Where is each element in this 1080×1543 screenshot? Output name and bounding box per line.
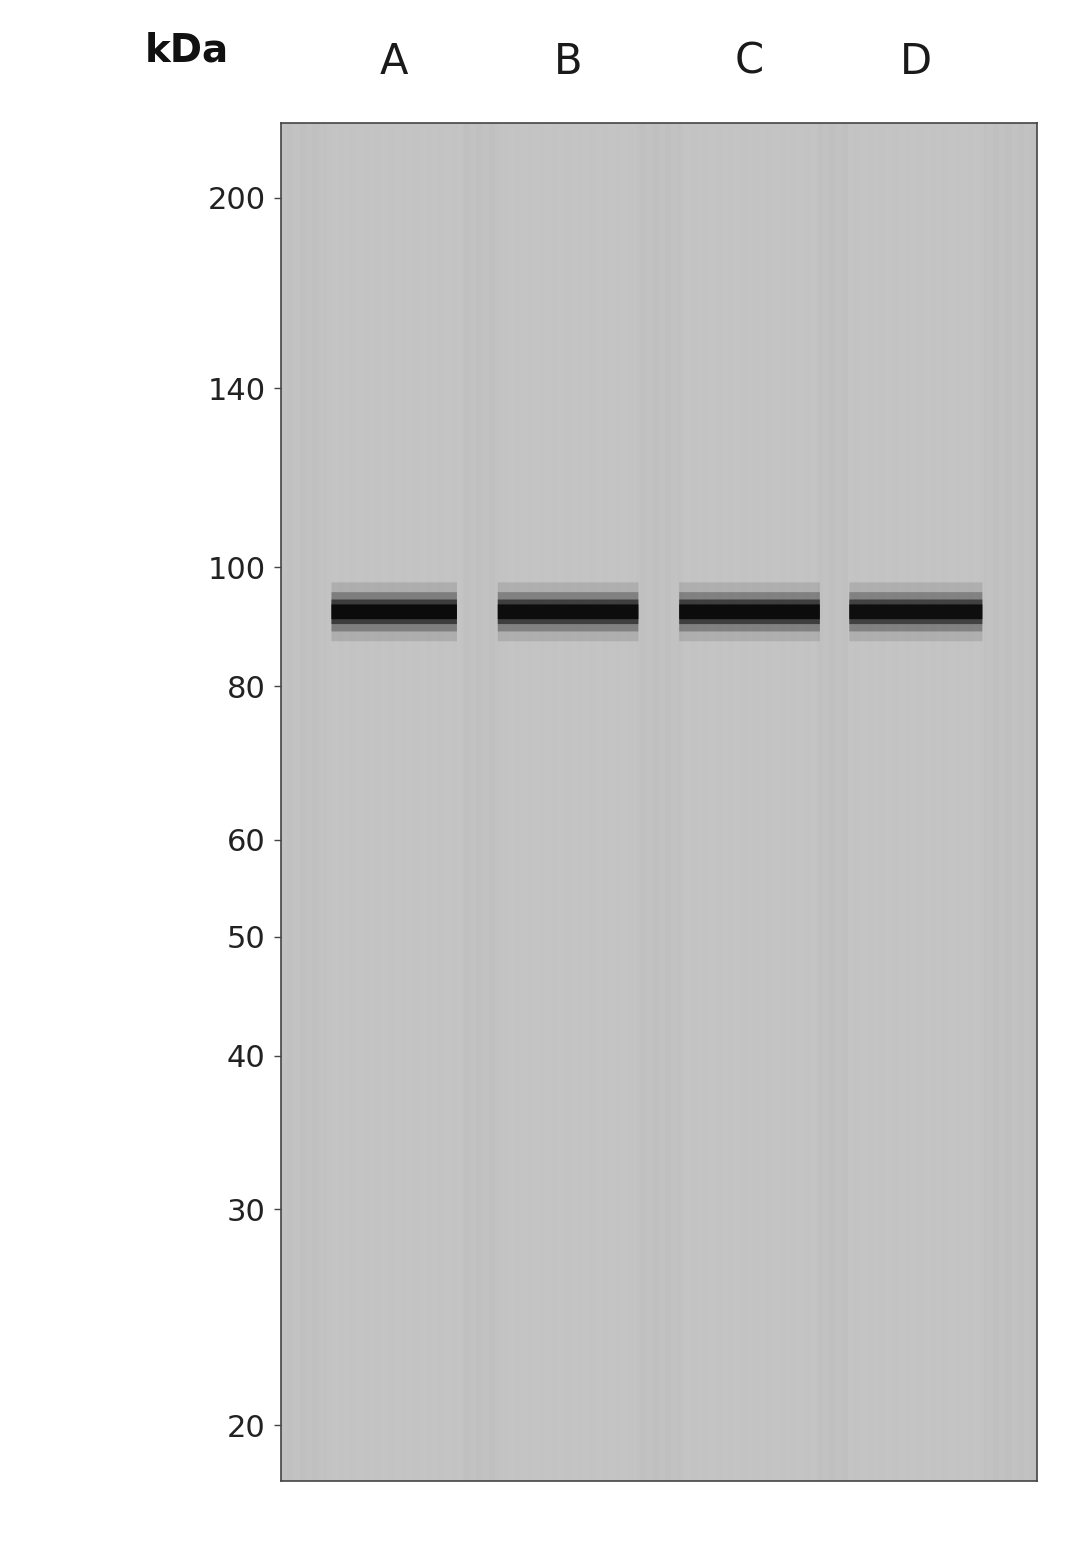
Bar: [570, 123, 577, 1481]
Bar: [936, 123, 942, 1481]
Bar: [785, 123, 791, 1481]
Bar: [495, 123, 501, 1481]
Bar: [294, 123, 300, 1481]
Bar: [672, 123, 678, 1481]
Text: B: B: [554, 40, 582, 83]
Bar: [681, 123, 818, 1481]
FancyBboxPatch shape: [332, 605, 457, 619]
Bar: [457, 123, 463, 1481]
Bar: [326, 123, 462, 1481]
Bar: [583, 123, 590, 1481]
Bar: [558, 123, 564, 1481]
FancyBboxPatch shape: [679, 593, 820, 631]
Bar: [596, 123, 603, 1481]
Bar: [899, 123, 905, 1481]
FancyBboxPatch shape: [332, 600, 457, 623]
Text: D: D: [900, 40, 932, 83]
Bar: [974, 123, 981, 1481]
Bar: [747, 123, 754, 1481]
Bar: [343, 123, 350, 1481]
Bar: [797, 123, 804, 1481]
Bar: [684, 123, 690, 1481]
FancyBboxPatch shape: [498, 582, 638, 642]
Bar: [407, 123, 414, 1481]
FancyBboxPatch shape: [332, 582, 457, 642]
Bar: [634, 123, 639, 1481]
Bar: [532, 123, 539, 1481]
Bar: [508, 123, 514, 1481]
Text: A: A: [380, 40, 408, 83]
Text: C: C: [735, 40, 764, 83]
Text: kDa: kDa: [145, 31, 229, 69]
Bar: [332, 123, 337, 1481]
FancyBboxPatch shape: [849, 605, 983, 619]
Bar: [621, 123, 627, 1481]
Bar: [394, 123, 401, 1481]
Bar: [419, 123, 426, 1481]
Bar: [381, 123, 388, 1481]
Bar: [948, 123, 955, 1481]
Bar: [721, 123, 728, 1481]
Bar: [923, 123, 930, 1481]
Bar: [608, 123, 615, 1481]
Bar: [861, 123, 867, 1481]
Bar: [810, 123, 816, 1481]
FancyBboxPatch shape: [849, 582, 983, 642]
Bar: [910, 123, 917, 1481]
Bar: [1012, 123, 1018, 1481]
Bar: [369, 123, 376, 1481]
FancyBboxPatch shape: [498, 605, 638, 619]
FancyBboxPatch shape: [498, 593, 638, 631]
Bar: [281, 123, 287, 1481]
Bar: [646, 123, 652, 1481]
Bar: [848, 123, 984, 1481]
Bar: [835, 123, 841, 1481]
Bar: [999, 123, 1005, 1481]
FancyBboxPatch shape: [679, 600, 820, 623]
FancyBboxPatch shape: [849, 600, 983, 623]
Bar: [432, 123, 438, 1481]
FancyBboxPatch shape: [679, 605, 820, 619]
Bar: [734, 123, 741, 1481]
Bar: [521, 123, 527, 1481]
Bar: [697, 123, 703, 1481]
FancyBboxPatch shape: [679, 582, 820, 642]
Bar: [823, 123, 829, 1481]
Bar: [848, 123, 854, 1481]
Bar: [319, 123, 325, 1481]
Bar: [445, 123, 451, 1481]
Bar: [873, 123, 879, 1481]
Bar: [545, 123, 552, 1481]
Bar: [483, 123, 489, 1481]
FancyBboxPatch shape: [849, 593, 983, 631]
Bar: [772, 123, 779, 1481]
FancyBboxPatch shape: [498, 600, 638, 623]
Bar: [470, 123, 476, 1481]
Bar: [659, 123, 665, 1481]
Bar: [961, 123, 968, 1481]
Bar: [356, 123, 363, 1481]
Bar: [500, 123, 636, 1481]
Bar: [306, 123, 312, 1481]
Bar: [759, 123, 766, 1481]
Bar: [710, 123, 715, 1481]
Bar: [886, 123, 892, 1481]
Bar: [986, 123, 993, 1481]
FancyBboxPatch shape: [332, 593, 457, 631]
Bar: [1024, 123, 1030, 1481]
